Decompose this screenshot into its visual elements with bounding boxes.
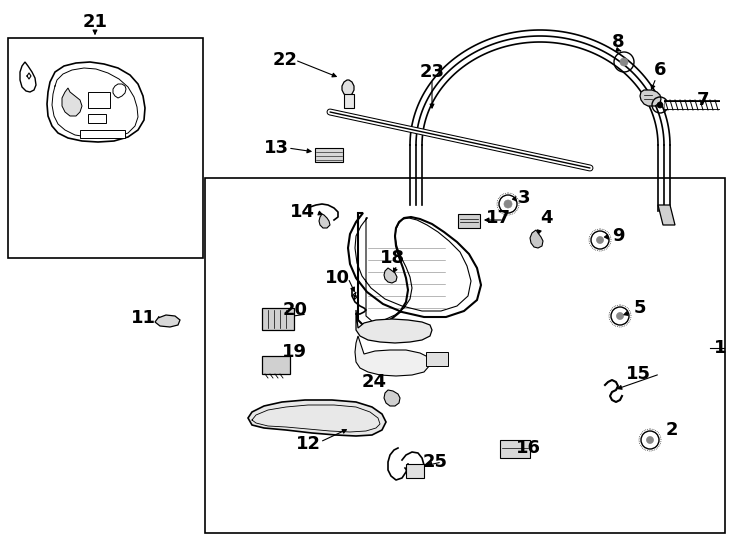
Bar bbox=[500, 440, 530, 458]
Polygon shape bbox=[355, 336, 430, 376]
Text: 23: 23 bbox=[420, 63, 445, 81]
Bar bbox=[262, 356, 290, 374]
Polygon shape bbox=[384, 390, 400, 406]
Text: 2: 2 bbox=[666, 421, 678, 439]
Bar bbox=[458, 214, 480, 228]
Text: 7: 7 bbox=[697, 91, 709, 109]
Polygon shape bbox=[47, 62, 145, 142]
Polygon shape bbox=[352, 292, 358, 300]
Bar bbox=[406, 464, 424, 478]
Text: 21: 21 bbox=[82, 13, 107, 31]
Bar bbox=[8, 38, 203, 258]
Bar bbox=[88, 92, 110, 108]
Text: 9: 9 bbox=[611, 227, 624, 245]
Text: 4: 4 bbox=[539, 209, 552, 227]
Bar bbox=[205, 178, 725, 533]
Polygon shape bbox=[319, 214, 330, 228]
Circle shape bbox=[617, 313, 623, 320]
Text: 3: 3 bbox=[517, 189, 530, 207]
Bar bbox=[426, 352, 448, 366]
Polygon shape bbox=[384, 268, 397, 283]
Text: 24: 24 bbox=[362, 373, 387, 391]
Text: 12: 12 bbox=[296, 435, 321, 453]
Bar bbox=[262, 308, 294, 330]
Text: 14: 14 bbox=[289, 203, 314, 221]
Text: 6: 6 bbox=[654, 61, 666, 79]
Text: 22: 22 bbox=[272, 51, 297, 69]
Polygon shape bbox=[155, 315, 180, 327]
Bar bbox=[88, 114, 106, 123]
Circle shape bbox=[657, 102, 663, 108]
Text: 18: 18 bbox=[380, 249, 406, 267]
Text: 17: 17 bbox=[485, 209, 511, 227]
Bar bbox=[315, 148, 343, 162]
Polygon shape bbox=[20, 62, 36, 92]
Circle shape bbox=[597, 237, 603, 244]
Text: 11: 11 bbox=[131, 309, 156, 327]
Text: 15: 15 bbox=[625, 365, 650, 383]
Polygon shape bbox=[640, 90, 661, 106]
Text: 10: 10 bbox=[324, 269, 349, 287]
Circle shape bbox=[647, 436, 653, 443]
Circle shape bbox=[113, 76, 117, 80]
Polygon shape bbox=[530, 230, 543, 248]
Text: 13: 13 bbox=[264, 139, 288, 157]
Polygon shape bbox=[113, 84, 126, 98]
Polygon shape bbox=[62, 88, 82, 116]
Bar bbox=[80, 130, 125, 138]
Text: 19: 19 bbox=[282, 343, 307, 361]
Polygon shape bbox=[356, 310, 432, 343]
Text: 25: 25 bbox=[423, 453, 448, 471]
Text: 1: 1 bbox=[713, 339, 726, 357]
Text: 20: 20 bbox=[283, 301, 308, 319]
Polygon shape bbox=[658, 205, 675, 225]
Polygon shape bbox=[248, 400, 386, 436]
Polygon shape bbox=[348, 213, 481, 328]
Text: 8: 8 bbox=[611, 33, 625, 51]
Circle shape bbox=[620, 58, 628, 66]
Text: 16: 16 bbox=[515, 439, 540, 457]
Polygon shape bbox=[342, 80, 354, 96]
Bar bbox=[344, 94, 354, 108]
Circle shape bbox=[504, 200, 512, 208]
Text: 5: 5 bbox=[633, 299, 646, 317]
